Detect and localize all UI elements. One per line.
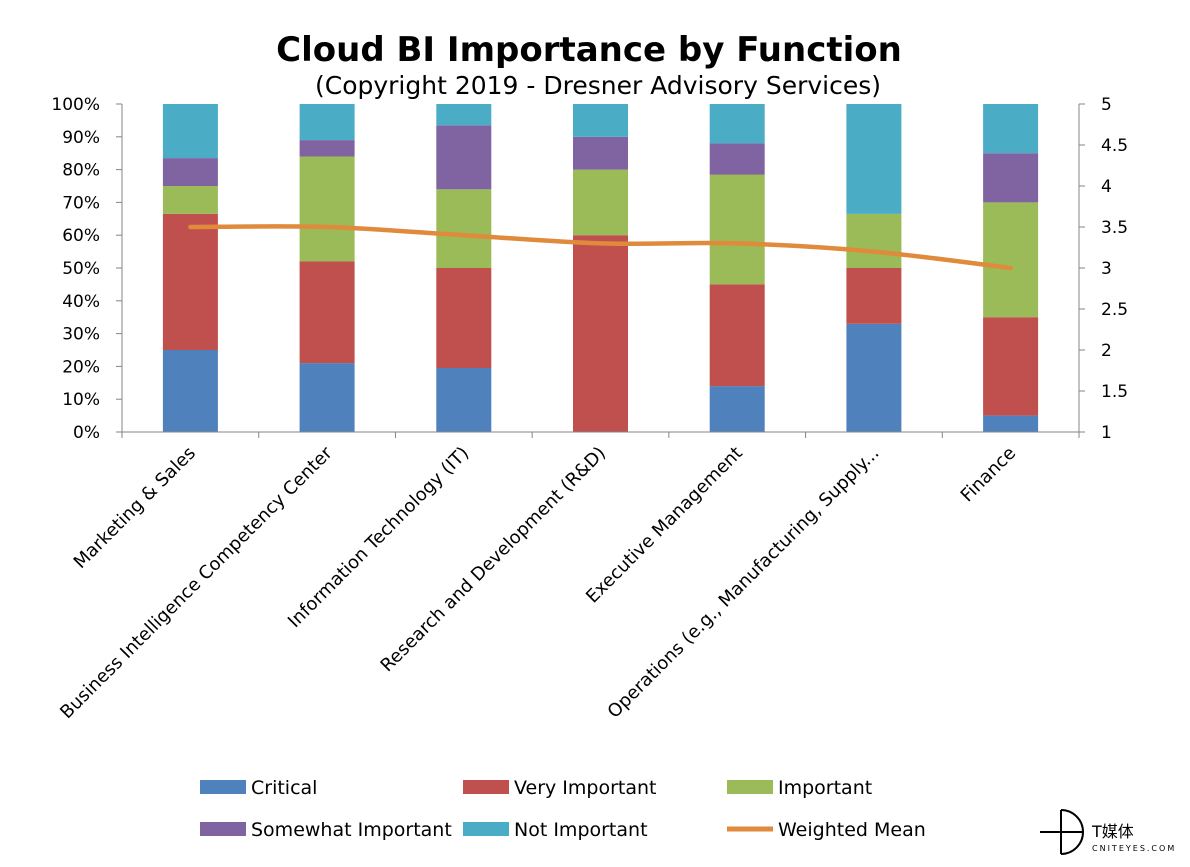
legend: Critical Very Important Important Somewhat … xyxy=(200,777,926,841)
bar-not-important-2 xyxy=(299,104,355,141)
bar-not-important-3 xyxy=(436,104,492,126)
bar-somewhat-important-5 xyxy=(709,143,765,175)
legend-label-important: Important xyxy=(778,777,872,799)
right-tick-label: 2.5 xyxy=(1101,300,1128,320)
left-tick-label: 100% xyxy=(51,95,100,115)
left-tick-label: 60% xyxy=(62,226,100,246)
left-tick-label: 90% xyxy=(62,128,100,148)
bar-critical-7 xyxy=(983,415,1039,432)
bar-important-5 xyxy=(709,174,765,285)
bar-critical-5 xyxy=(709,386,765,432)
category-label-4: Research and Development (R&D) xyxy=(377,443,610,676)
bar-important-2 xyxy=(299,156,355,262)
category-label-2: Business Intelligence Competency Center xyxy=(56,442,337,723)
chart-subtitle: (Copyright 2019 - Dresner Advisory Servi… xyxy=(315,71,881,100)
bar-critical-1 xyxy=(162,350,218,432)
right-tick-label: 5 xyxy=(1101,95,1112,115)
legend-swatch-important xyxy=(727,780,773,794)
bar-somewhat-important-4 xyxy=(573,136,628,170)
left-tick-label: 50% xyxy=(62,259,100,279)
chart-title: Cloud BI Importance by Function xyxy=(276,30,902,70)
left-tick-label: 30% xyxy=(62,325,100,345)
watermark-main-text: T媒体 xyxy=(1091,822,1134,841)
category-label-7: Finance xyxy=(957,443,1021,507)
legend-swatch-very-important xyxy=(463,780,509,794)
bar-important-3 xyxy=(436,189,492,268)
bar-very-important-5 xyxy=(709,284,765,387)
bar-important-4 xyxy=(573,169,628,236)
legend-swatch-not-important xyxy=(463,822,509,836)
legend-label-very-important: Very Important xyxy=(514,777,657,799)
right-tick-label: 1 xyxy=(1101,423,1112,443)
right-tick-label: 2 xyxy=(1101,341,1112,361)
right-tick-label: 4.5 xyxy=(1101,136,1128,156)
weighted-mean-line-layer xyxy=(188,224,1013,271)
right-tick-label: 3.5 xyxy=(1101,218,1128,238)
right-tick-label: 4 xyxy=(1101,177,1112,197)
category-label-1: Marketing & Sales xyxy=(70,443,200,573)
bar-somewhat-important-2 xyxy=(299,140,355,157)
bars-layer xyxy=(162,104,1039,432)
bar-somewhat-important-3 xyxy=(436,125,492,190)
legend-swatch-critical xyxy=(200,780,246,794)
bar-not-important-7 xyxy=(983,104,1039,154)
legend-label-critical: Critical xyxy=(251,777,317,799)
bar-important-7 xyxy=(983,202,1039,318)
left-tick-label: 0% xyxy=(73,423,100,443)
category-label-5: Executive Management xyxy=(582,443,747,608)
bar-not-important-1 xyxy=(162,104,218,159)
bar-critical-6 xyxy=(846,323,902,432)
watermark-sub-text: CNITEYES.COM xyxy=(1092,844,1176,853)
bar-not-important-5 xyxy=(709,104,765,144)
left-tick-label: 70% xyxy=(62,193,100,213)
bar-important-1 xyxy=(162,186,218,214)
bar-very-important-2 xyxy=(299,261,355,364)
bar-very-important-1 xyxy=(162,213,218,350)
bar-somewhat-important-7 xyxy=(983,153,1039,203)
bar-very-important-6 xyxy=(846,268,902,324)
crosshair-d-logo-icon xyxy=(1040,809,1084,855)
left-tick-label: 80% xyxy=(62,161,100,181)
bar-not-important-6 xyxy=(846,104,902,214)
bar-not-important-4 xyxy=(573,104,628,137)
bar-very-important-4 xyxy=(573,235,628,432)
bar-somewhat-important-1 xyxy=(162,158,218,186)
bar-very-important-3 xyxy=(436,268,492,368)
right-tick-label: 3 xyxy=(1101,259,1112,279)
bar-critical-2 xyxy=(299,363,355,432)
axes-layer: 0% 10% 20% 30% 40% 50% 60% 70% 80% 90% 100% 1 1.5 2 2.… xyxy=(51,95,1128,443)
legend-swatch-somewhat-important xyxy=(200,822,246,836)
legend-label-somewhat-important: Somewhat Important xyxy=(251,819,452,841)
left-tick-label: 20% xyxy=(62,357,100,377)
left-tick-label: 40% xyxy=(62,292,100,312)
category-label-6: Operations (e.g., Manufacturing, Supply.… xyxy=(604,443,884,723)
bar-important-6 xyxy=(846,213,902,268)
legend-label-weighted-mean: Weighted Mean xyxy=(778,819,926,841)
right-tick-label: 1.5 xyxy=(1101,382,1128,402)
watermark-logo: T媒体 CNITEYES.COM xyxy=(1040,809,1176,855)
left-tick-label: 10% xyxy=(62,390,100,410)
bar-critical-3 xyxy=(436,368,492,432)
weighted-mean-line xyxy=(188,224,1013,271)
legend-label-not-important: Not Important xyxy=(514,819,648,841)
bar-very-important-7 xyxy=(983,317,1039,416)
